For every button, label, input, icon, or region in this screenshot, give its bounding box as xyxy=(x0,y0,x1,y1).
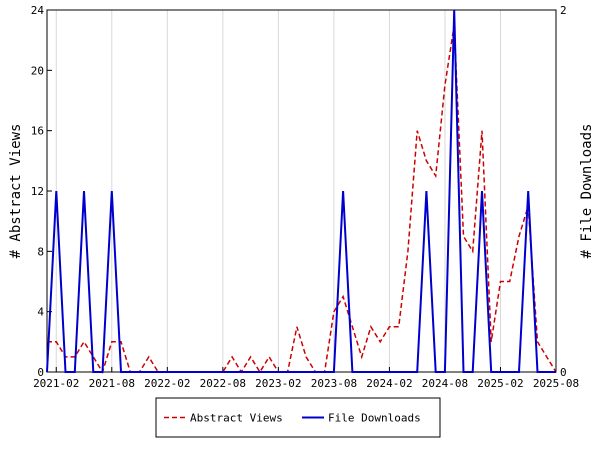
x-tick-label: 2024-02 xyxy=(366,377,412,390)
legend-label-abstract-views: Abstract Views xyxy=(190,412,283,425)
x-tick-label: 2021-08 xyxy=(89,377,135,390)
axis-ticks: 0 4 8 12 16 20 24 0 2 2021-02 2021-08 2022-02 2022-0… xyxy=(31,4,579,390)
y2-axis-title: # File Downloads xyxy=(579,124,595,259)
legend-label-file-downloads: File Downloads xyxy=(328,412,421,425)
x-tick-label: 2023-02 xyxy=(255,377,301,390)
y2-tick-label: 0 xyxy=(560,366,567,379)
x-tick-label: 2022-02 xyxy=(144,377,190,390)
series-line-abstract-views xyxy=(47,24,557,374)
y-tick-label: 24 xyxy=(31,4,45,17)
x-tick-label: 2021-02 xyxy=(33,377,79,390)
series-layer xyxy=(46,9,557,374)
y2-tick-label: 2 xyxy=(560,4,567,17)
y-tick-label: 4 xyxy=(37,306,44,319)
y-tick-label: 0 xyxy=(37,366,44,379)
plot-area xyxy=(46,9,557,373)
legend-box xyxy=(155,397,441,438)
y-tick-label: 12 xyxy=(31,185,44,198)
series-line-file-downloads xyxy=(46,9,556,373)
x-tick-label: 2025-02 xyxy=(477,377,523,390)
x-tick-label: 2024-08 xyxy=(422,377,468,390)
x-tick-label: 2023-08 xyxy=(311,377,357,390)
x-tick-label: 2025-08 xyxy=(533,377,579,390)
x-tick-label: 2022-08 xyxy=(200,377,246,390)
legend: Abstract Views File Downloads xyxy=(155,397,441,438)
y-tick-label: 8 xyxy=(37,245,44,258)
y-tick-label: 20 xyxy=(31,64,44,77)
y-axis-title: # Abstract Views xyxy=(8,124,24,259)
y-tick-label: 16 xyxy=(31,125,44,138)
